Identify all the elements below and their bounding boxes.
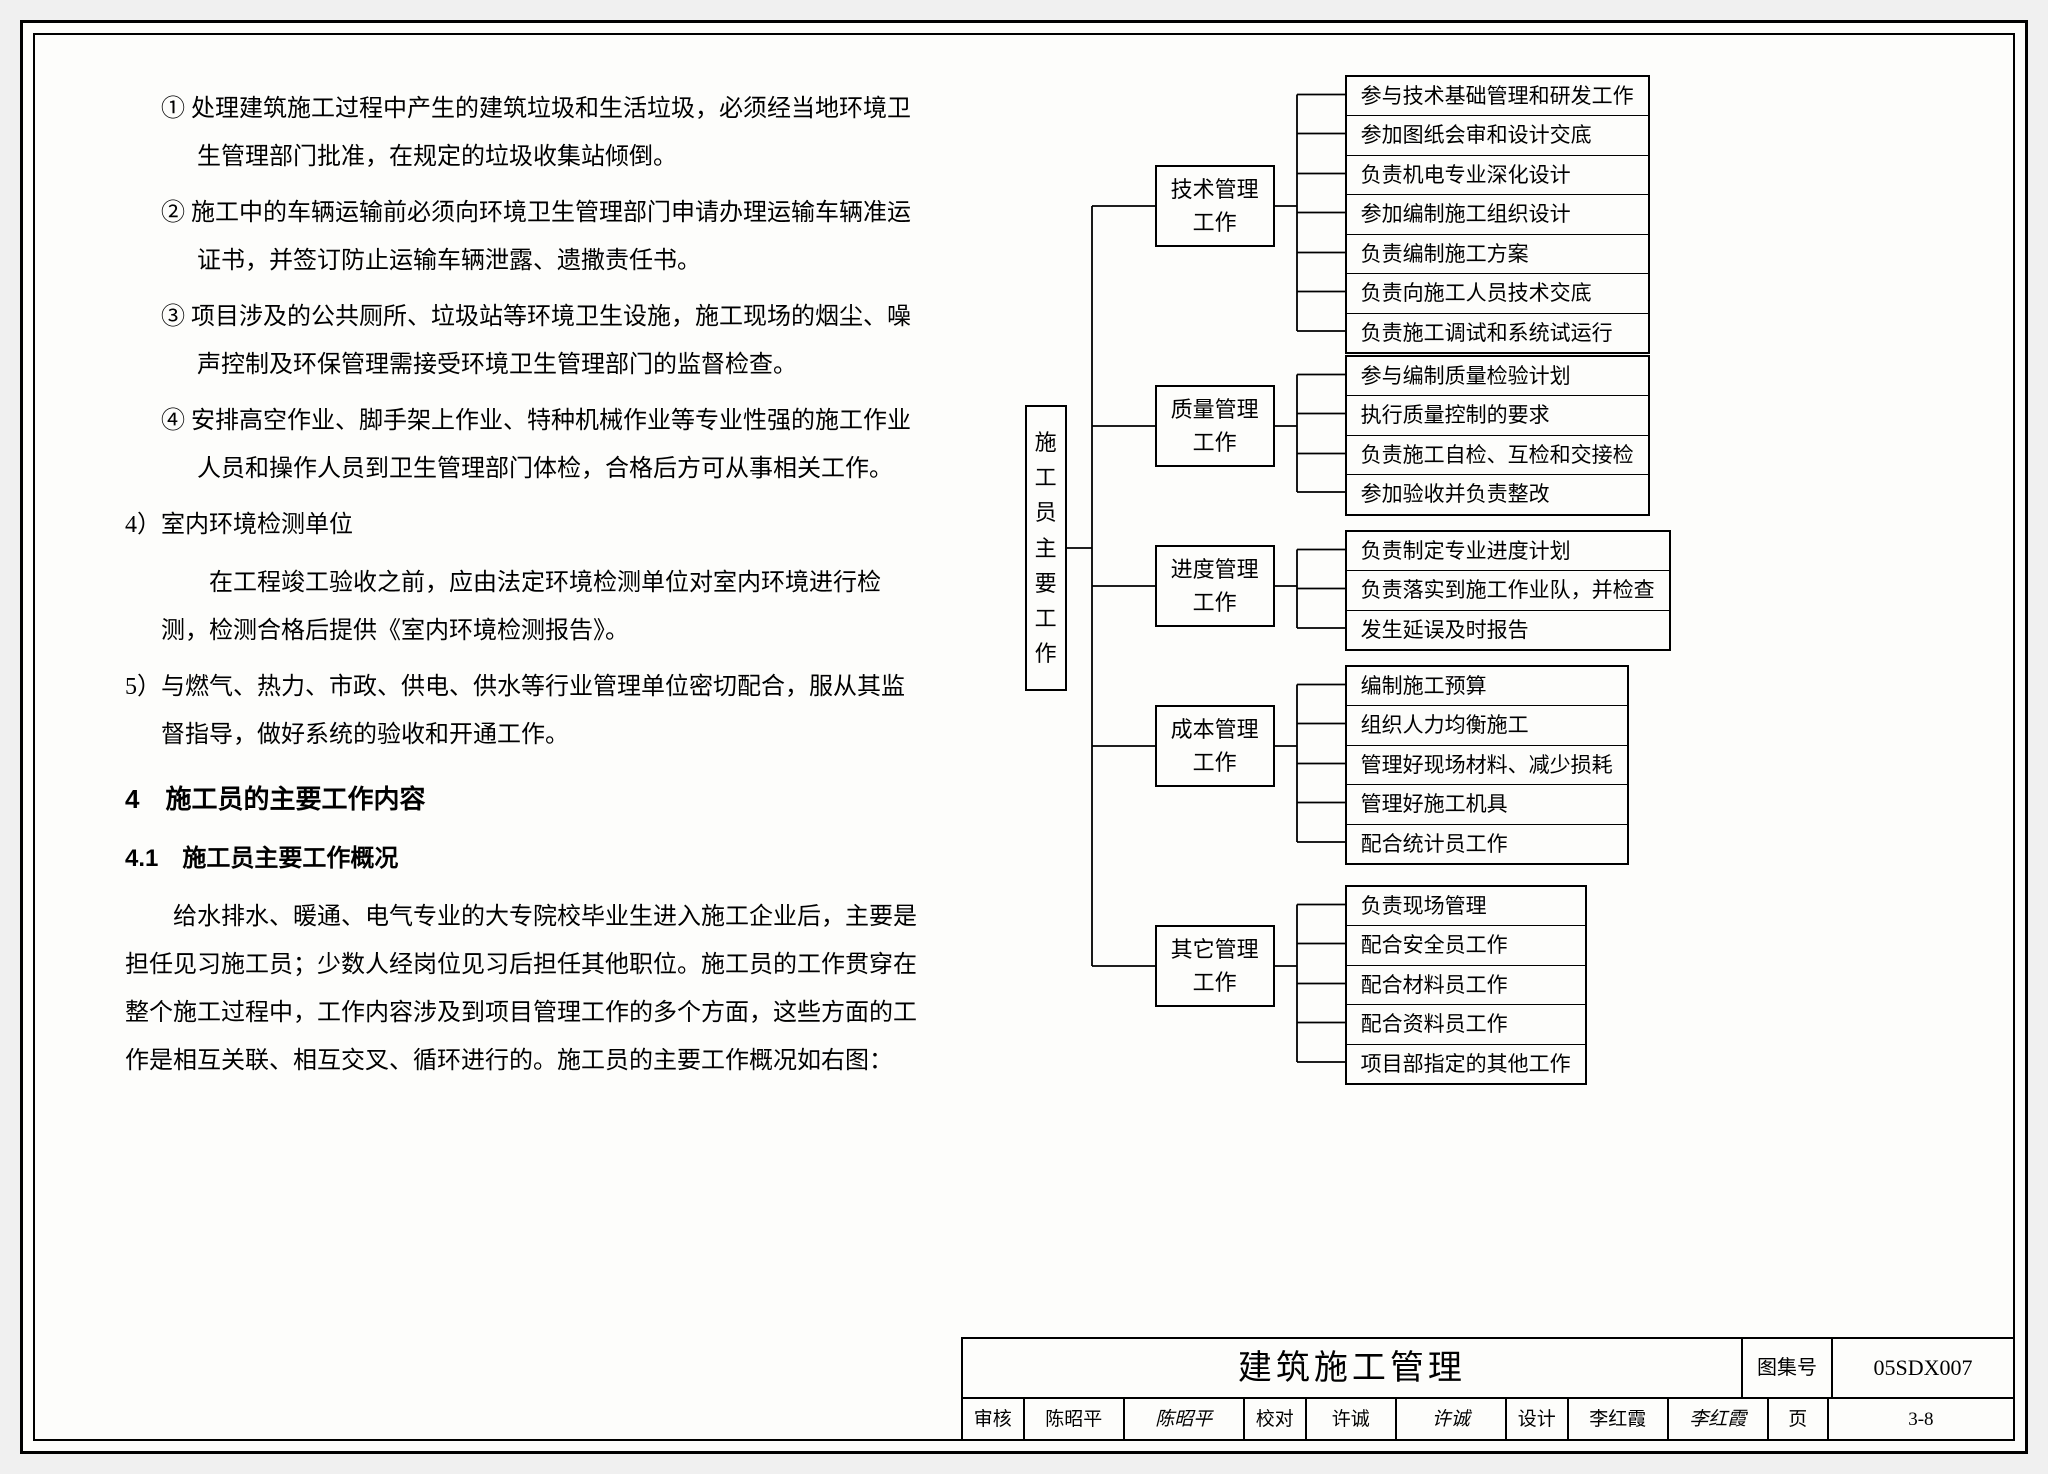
diagram-leaf: 管理好现场材料、减少损耗 xyxy=(1347,746,1627,785)
diagram-category: 其它管理工作 xyxy=(1155,925,1275,1007)
heading-4-1: 4.1 施工员主要工作概况 xyxy=(125,835,925,883)
diagram-leaf: 负责制定专业进度计划 xyxy=(1347,532,1669,571)
check-name: 许诚 xyxy=(1307,1399,1397,1439)
diagram-category: 进度管理工作 xyxy=(1155,545,1275,627)
diagram-category: 技术管理工作 xyxy=(1155,165,1275,247)
check-signature: 许诚 xyxy=(1397,1399,1507,1439)
diagram-leaf: 负责施工自检、互检和交接检 xyxy=(1347,436,1648,475)
page-label: 页 xyxy=(1769,1399,1829,1439)
diagram-leaf: 组织人力均衡施工 xyxy=(1347,706,1627,745)
diagram-leaf: 配合资料员工作 xyxy=(1347,1005,1585,1044)
diagram-leaf: 参与技术基础管理和研发工作 xyxy=(1347,77,1648,116)
diagram-leaf: 执行质量控制的要求 xyxy=(1347,396,1648,435)
numbered-item-4: ④ 安排高空作业、脚手架上作业、特种机械作业等专业性强的施工作业人员和操作人员到… xyxy=(161,397,925,493)
diagram-leaf: 编制施工预算 xyxy=(1347,667,1627,706)
design-signature: 李红霞 xyxy=(1669,1399,1769,1439)
diagram-leaf: 负责编制施工方案 xyxy=(1347,235,1648,274)
diagram-category: 成本管理工作 xyxy=(1155,705,1275,787)
diagram-leaf-group: 参与编制质量检验计划执行质量控制的要求负责施工自检、互检和交接检参加验收并负责整… xyxy=(1345,355,1650,516)
diagram-leaf: 负责现场管理 xyxy=(1347,887,1585,926)
diagram-leaf: 配合统计员工作 xyxy=(1347,825,1627,863)
design-name: 李红霞 xyxy=(1569,1399,1669,1439)
diagram-leaf: 配合安全员工作 xyxy=(1347,926,1585,965)
page-number: 3-8 xyxy=(1829,1399,2013,1439)
drawing-title: 建筑施工管理 xyxy=(963,1339,1743,1397)
diagram-leaf-group: 编制施工预算组织人力均衡施工管理好现场材料、减少损耗管理好施工机具配合统计员工作 xyxy=(1345,665,1629,865)
diagram-leaf: 参加验收并负责整改 xyxy=(1347,475,1648,513)
audit-name: 陈昭平 xyxy=(1025,1399,1125,1439)
diagram-leaf: 负责落实到施工作业队，并检查 xyxy=(1347,571,1669,610)
numbered-item-3: ③ 项目涉及的公共厕所、垃圾站等环境卫生设施，施工现场的烟尘、噪声控制及环保管理… xyxy=(161,293,925,389)
diagram-root: 施工员主要工作 xyxy=(1025,405,1067,691)
numbered-item-1: ① 处理建筑施工过程中产生的建筑垃圾和生活垃圾，必须经当地环境卫生管理部门批准，… xyxy=(161,85,925,181)
heading-4: 4 施工员的主要工作内容 xyxy=(125,773,925,825)
diagram-leaf: 项目部指定的其他工作 xyxy=(1347,1045,1585,1083)
diagram-leaf: 管理好施工机具 xyxy=(1347,785,1627,824)
section-4-body: 在工程竣工验收之前，应由法定环境检测单位对室内环境进行检测，检测合格后提供《室内… xyxy=(161,559,925,655)
section-5: 5）与燃气、热力、市政、供电、供水等行业管理单位密切配合，服从其监督指导，做好系… xyxy=(125,663,925,759)
section-4-head: 4）室内环境检测单位 xyxy=(125,501,925,549)
title-block: 建筑施工管理 图集号 05SDX007 审核 陈昭平 陈昭平 校对 许诚 许诚 … xyxy=(961,1337,2013,1439)
audit-signature: 陈昭平 xyxy=(1125,1399,1245,1439)
heading-4-1-body: 给水排水、暖通、电气专业的大专院校毕业生进入施工企业后，主要是担任见习施工员；少… xyxy=(125,893,925,1085)
diagram-leaf: 配合材料员工作 xyxy=(1347,966,1585,1005)
diagram-category: 质量管理工作 xyxy=(1155,385,1275,467)
diagram-leaf: 负责向施工人员技术交底 xyxy=(1347,274,1648,313)
diagram-leaf: 负责施工调试和系统试运行 xyxy=(1347,314,1648,352)
inner-border: ① 处理建筑施工过程中产生的建筑垃圾和生活垃圾，必须经当地环境卫生管理部门批准，… xyxy=(33,33,2015,1441)
diagram-leaf: 参与编制质量检验计划 xyxy=(1347,357,1648,396)
right-diagram-column: 施工员主要工作 技术管理工作参与技术基础管理和研发工作参加图纸会审和设计交底负责… xyxy=(965,35,2013,1439)
org-diagram: 施工员主要工作 技术管理工作参与技术基础管理和研发工作参加图纸会审和设计交底负责… xyxy=(985,75,1963,1275)
drawing-code: 05SDX007 xyxy=(1833,1339,2013,1397)
page-frame: ① 处理建筑施工过程中产生的建筑垃圾和生活垃圾，必须经当地环境卫生管理部门批准，… xyxy=(20,20,2028,1454)
check-label: 校对 xyxy=(1245,1399,1307,1439)
diagram-leaf-group: 负责现场管理配合安全员工作配合材料员工作配合资料员工作项目部指定的其他工作 xyxy=(1345,885,1587,1085)
diagram-leaf: 负责机电专业深化设计 xyxy=(1347,156,1648,195)
numbered-item-2: ② 施工中的车辆运输前必须向环境卫生管理部门申请办理运输车辆准运证书，并签订防止… xyxy=(161,189,925,285)
design-label: 设计 xyxy=(1507,1399,1569,1439)
diagram-leaf-group: 负责制定专业进度计划负责落实到施工作业队，并检查发生延误及时报告 xyxy=(1345,530,1671,651)
left-text-column: ① 处理建筑施工过程中产生的建筑垃圾和生活垃圾，必须经当地环境卫生管理部门批准，… xyxy=(35,35,965,1439)
diagram-leaf: 参加编制施工组织设计 xyxy=(1347,195,1648,234)
code-label: 图集号 xyxy=(1743,1339,1833,1397)
diagram-leaf-group: 参与技术基础管理和研发工作参加图纸会审和设计交底负责机电专业深化设计参加编制施工… xyxy=(1345,75,1650,354)
audit-label: 审核 xyxy=(963,1399,1025,1439)
diagram-leaf: 发生延误及时报告 xyxy=(1347,611,1669,649)
diagram-leaf: 参加图纸会审和设计交底 xyxy=(1347,116,1648,155)
